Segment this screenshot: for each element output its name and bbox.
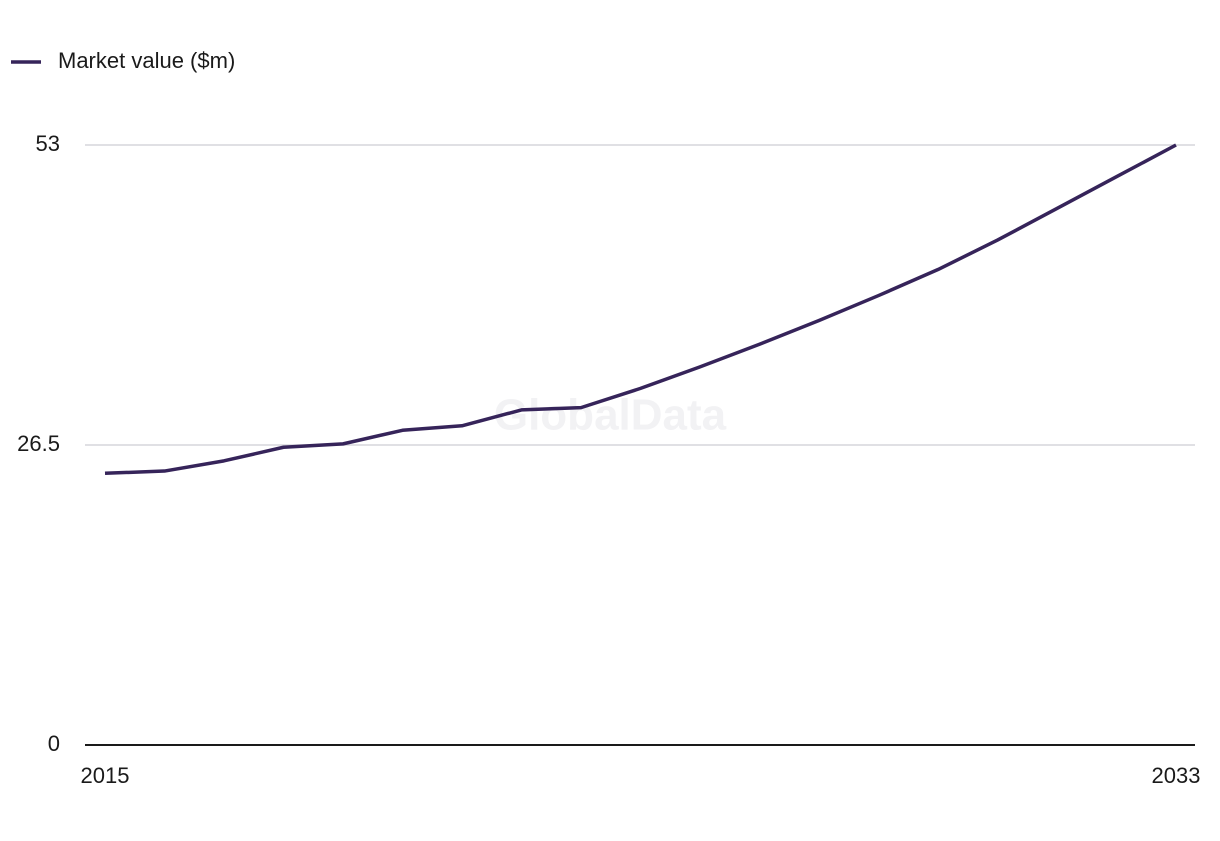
y-tick-label: 0 (48, 731, 60, 756)
y-tick-label: 53 (36, 131, 60, 156)
x-tick-label: 2033 (1152, 763, 1201, 788)
series-line (104, 143, 1177, 476)
x-tick-label: 2015 (81, 763, 130, 788)
legend-label: Market value ($m) (58, 48, 235, 73)
y-tick-label: 26.5 (17, 431, 60, 456)
